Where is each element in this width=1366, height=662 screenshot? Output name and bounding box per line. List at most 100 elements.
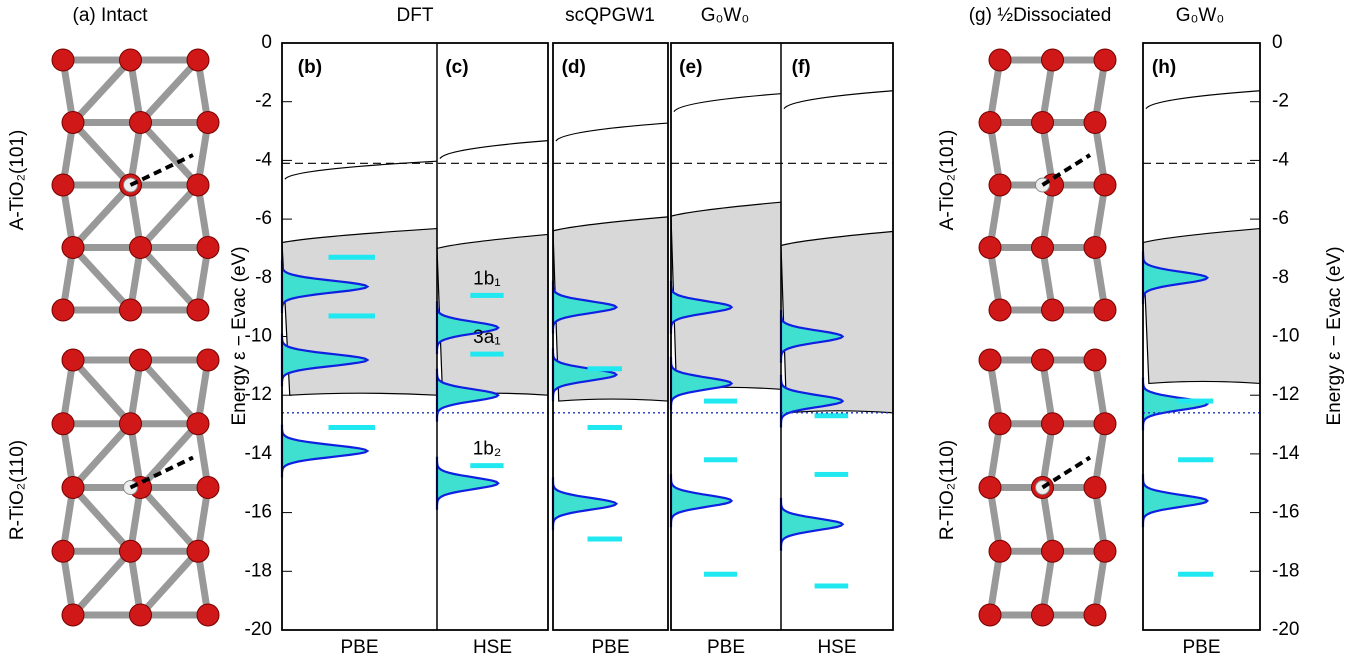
level-label: 1b₂ <box>473 439 502 460</box>
column-header: DFT <box>397 5 434 26</box>
oxygen-atom <box>187 49 209 71</box>
y-tick-label: -14 <box>1272 443 1300 464</box>
y-tick-label: -4 <box>1272 149 1289 170</box>
conduction-band <box>556 123 668 141</box>
valence-band <box>437 234 548 395</box>
y-tick-label: -18 <box>245 560 272 581</box>
level-label: 1b₁ <box>473 268 501 289</box>
y-tick-label: -20 <box>245 619 272 640</box>
oxygen-atom <box>130 349 152 371</box>
oxygen-atom <box>62 477 84 499</box>
level-bar <box>588 537 623 542</box>
oxygen-atom <box>1042 540 1064 562</box>
y-tick-label: -18 <box>1272 560 1299 581</box>
oxygen-atom <box>979 112 1001 134</box>
y-tick-label: -8 <box>1272 267 1289 288</box>
y-tick-label: -2 <box>255 91 272 112</box>
oxygen-atom <box>130 604 152 626</box>
page: (a) Intact (g) ½Dissociated A-TiO₂(101) … <box>0 0 1366 662</box>
oxygen-atom <box>130 237 152 259</box>
level-bar <box>704 457 737 462</box>
oxygen-atom <box>52 49 74 71</box>
y-tick-label: -20 <box>1272 619 1299 640</box>
oxygen-atom <box>52 540 74 562</box>
oxygen-atom <box>989 174 1011 196</box>
oxygen-atom <box>1032 349 1054 371</box>
oxygen-atom <box>989 49 1011 71</box>
level-label: 3a₁ <box>473 327 501 348</box>
surface-label: A-TiO₂(101) <box>937 130 958 231</box>
oxygen-atom <box>1084 349 1106 371</box>
surface-label: R-TiO₂(110) <box>7 440 28 540</box>
level-bar <box>588 425 623 430</box>
oxygen-atom <box>197 112 219 134</box>
oxygen-atom <box>1042 413 1064 435</box>
oxygen-atom <box>197 604 219 626</box>
oxygen-atom <box>989 299 1011 321</box>
y-tick-label: -2 <box>1272 91 1289 112</box>
oxygen-atom <box>52 299 74 321</box>
panel-label: (f) <box>792 57 811 78</box>
oxygen-atom <box>62 112 84 134</box>
y-tick-label: 0 <box>1272 32 1283 53</box>
oxygen-atom <box>197 237 219 259</box>
dos-peak <box>1143 474 1207 527</box>
valence-band <box>671 202 781 389</box>
level-bar <box>1178 399 1213 404</box>
figure: (a) Intact (g) ½Dissociated A-TiO₂(101) … <box>0 0 1366 662</box>
oxygen-atom <box>120 540 142 562</box>
level-bar <box>588 366 623 371</box>
oxygen-atom <box>1094 299 1116 321</box>
oxygen-atom <box>1032 604 1054 626</box>
oxygen-atom <box>62 237 84 259</box>
dos-peak <box>1143 378 1207 431</box>
oxygen-atom <box>62 604 84 626</box>
y-tick-label: -6 <box>255 208 272 229</box>
oxygen-atom <box>120 299 142 321</box>
x-axis-label: PBE <box>1182 637 1220 658</box>
oxygen-atom <box>130 112 152 134</box>
level-bar <box>329 255 376 260</box>
y-tick-label: -8 <box>255 267 272 288</box>
y-tick-label: -10 <box>245 326 272 347</box>
dos-peak <box>282 425 367 478</box>
conduction-band <box>784 91 893 109</box>
y-tick-label: -4 <box>255 149 272 170</box>
oxygen-atom <box>1084 604 1106 626</box>
x-axis-label: PBE <box>707 637 745 658</box>
oxygen-atom <box>52 413 74 435</box>
level-bar <box>1178 457 1213 462</box>
dos-peak <box>781 498 843 551</box>
dos-peak <box>553 477 616 530</box>
oxygen-atom <box>1032 112 1054 134</box>
oxygen-atom <box>1094 49 1116 71</box>
y-tick-label: -14 <box>245 443 273 464</box>
oxygen-atom <box>120 413 142 435</box>
x-axis-label: HSE <box>817 637 856 658</box>
y-tick-label: 0 <box>261 32 272 53</box>
oxygen-atom <box>187 174 209 196</box>
level-bar <box>1178 572 1213 577</box>
dos-peak <box>671 474 732 527</box>
column-header: scQPGW1 <box>565 5 655 26</box>
oxygen-atom <box>52 174 74 196</box>
level-bar <box>470 352 503 357</box>
y-tick-label: -12 <box>245 384 272 405</box>
column-header: G₀W₀ <box>1176 5 1224 26</box>
oxygen-atom <box>120 49 142 71</box>
level-bar <box>815 583 849 588</box>
y-tick-label: -12 <box>1272 384 1299 405</box>
valence-band <box>1143 229 1260 384</box>
level-bar <box>329 425 376 430</box>
oxygen-atom <box>62 349 84 371</box>
oxygen-atom <box>187 413 209 435</box>
y-axis-label: Energy ε − Evac (eV) <box>1324 246 1345 425</box>
conduction-band <box>674 94 781 112</box>
valence-band <box>781 232 893 413</box>
x-axis-label: HSE <box>473 637 512 658</box>
level-bar <box>815 472 849 477</box>
oxygen-atom <box>1084 112 1106 134</box>
oxygen-atom <box>1094 174 1116 196</box>
oxygen-atom <box>989 413 1011 435</box>
panel-label: (b) <box>298 57 322 78</box>
